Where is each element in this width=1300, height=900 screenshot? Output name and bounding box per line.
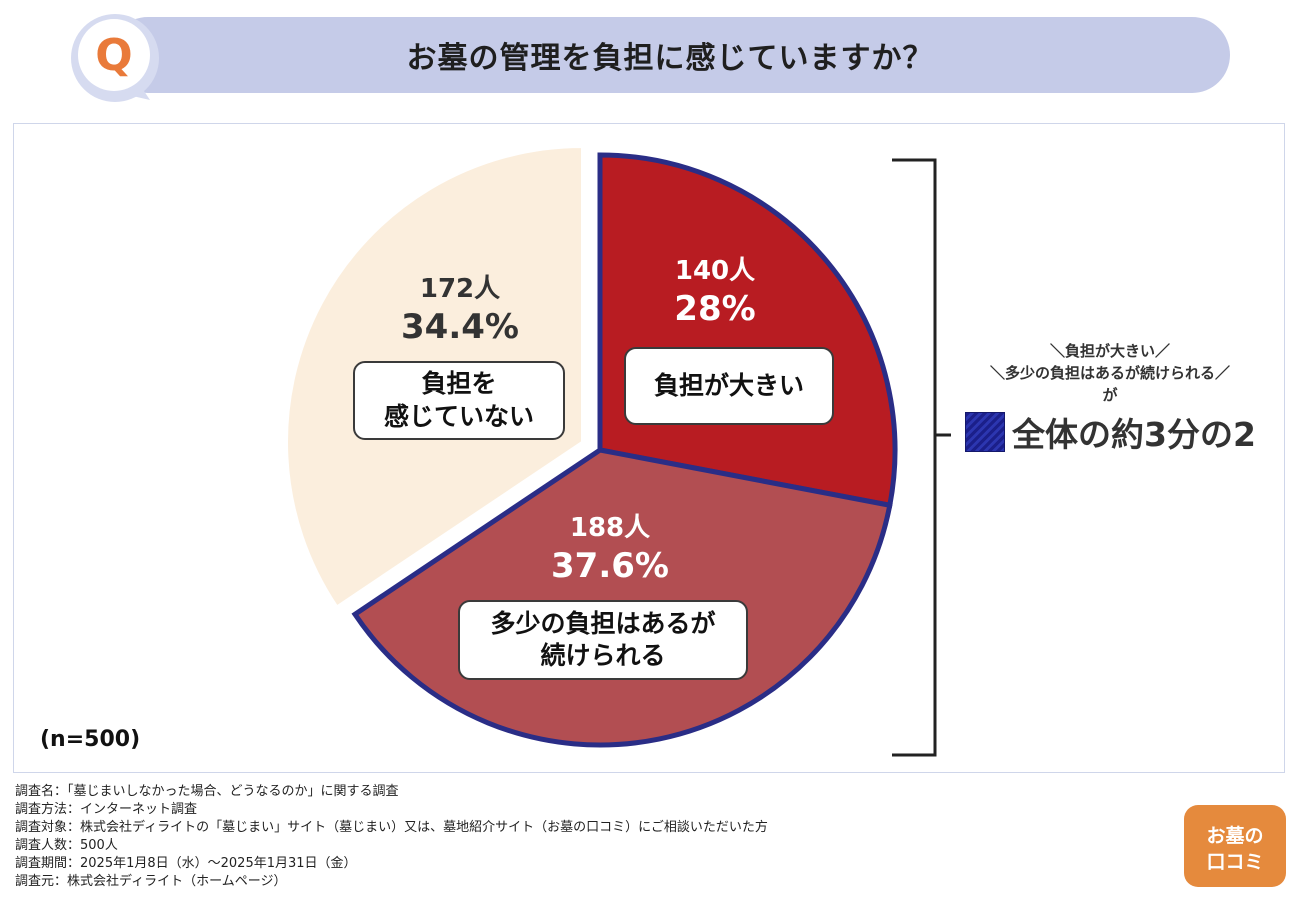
survey-line: 調査名：「墓じまいしなかった場合、どうなるのか」に関する調査 [15,784,399,799]
pie-slice-heavy [597,152,898,509]
summary-note-1: ＼負担が大きい／ [1049,342,1170,360]
slice-count-moderate: 188人 [569,513,651,543]
page-title: お墓の管理を負担に感じていますか？ [406,41,934,76]
slice-percent-heavy: 28% [674,289,756,329]
slice-percent-moderate: 37.6% [551,546,669,586]
survey-info: 調査名：「墓じまいしなかった場合、どうなるのか」に関する調査 調査方法：インター… [15,783,768,891]
summary-swatch [965,412,1005,452]
survey-line: 調査対象：株式会社ディライトの「墓じまい」サイト（墓じまい）又は、墓地紹介サイト… [15,820,768,835]
q-badge-letter: Q [95,30,132,81]
header-bar [110,17,1230,93]
survey-line: 調査方法：インターネット調査 [15,802,198,817]
brand-logo: お墓の 口コミ [1184,805,1286,887]
survey-line: 調査人数：500人 [15,838,118,853]
summary-note-3: が [1102,386,1118,404]
summary-note-2: ＼多少の負担はあるが続けられる／ [989,364,1230,382]
logo-line-2: 口コミ [1206,851,1264,873]
slice-label-heavy: 負担が大きい [624,347,834,425]
slice-label-none: 負担を 感じていない [353,361,565,440]
sample-size-label: (n=500) [40,727,141,752]
slice-count-none: 172人 [419,274,501,304]
slice-label-moderate: 多少の負担はあるが 続けられる [458,600,748,680]
summary-main: 全体の約3分の2 [1012,415,1256,454]
summary-bracket [892,158,951,757]
survey-line: 調査元：株式会社ディライト（ホームページ） [15,874,287,889]
logo-line-1: お墓の [1206,825,1264,847]
q-badge-icon: Q [71,14,159,102]
slice-count-heavy: 140人 [674,256,756,286]
slice-percent-none: 34.4% [401,307,519,347]
survey-line: 調査期間：2025年1月8日（水）～2025年1月31日（金） [15,856,357,871]
